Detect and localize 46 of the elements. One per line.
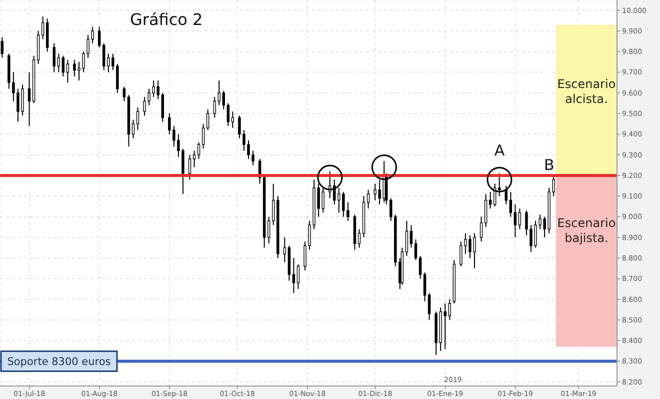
candlestick	[41, 16, 44, 40]
candlestick	[102, 42, 106, 71]
candlestick	[272, 183, 275, 226]
ref-line-label: Soporte 8300 euros	[7, 356, 111, 368]
candlestick	[296, 264, 300, 290]
candlestick	[0, 36, 4, 58]
candlestick	[480, 216, 483, 242]
candlestick	[414, 238, 418, 261]
candlestick	[122, 86, 126, 102]
band-label: Escenario bajista.	[557, 216, 616, 245]
candlestick	[98, 26, 101, 48]
candlestick	[448, 298, 452, 320]
candlestick	[226, 102, 230, 126]
candlestick	[66, 59, 70, 84]
candlestick	[518, 208, 522, 230]
text: Gráfico 2	[130, 10, 203, 29]
candlestick	[405, 220, 408, 256]
candlestick	[206, 108, 210, 131]
candlestick	[52, 42, 56, 73]
candlestick	[62, 55, 65, 77]
candlestick	[136, 106, 140, 131]
band-label: Escenario alcista.	[557, 77, 616, 106]
candlestick	[292, 258, 296, 294]
candlestick	[390, 198, 392, 222]
annotation: A	[494, 141, 506, 160]
candlestick	[484, 194, 488, 228]
candlestick	[358, 228, 361, 248]
candlestick	[57, 53, 60, 73]
candlestick	[197, 142, 200, 160]
candlestick	[267, 216, 270, 244]
candlestick	[188, 154, 192, 180]
candlestick	[192, 150, 196, 168]
candlestick	[418, 255, 422, 280]
annotation: B	[544, 156, 554, 174]
candlestick	[509, 191, 512, 218]
candlestick	[428, 292, 431, 320]
candlestick	[498, 172, 501, 197]
candlestick	[366, 189, 370, 209]
candlestick	[222, 90, 225, 110]
candlestick	[202, 123, 205, 150]
candlestick	[107, 53, 110, 73]
candlestick	[514, 204, 517, 238]
candlestick	[28, 72, 31, 126]
candlestick	[423, 272, 426, 302]
candlestick	[410, 224, 413, 248]
candlestick	[132, 119, 135, 139]
